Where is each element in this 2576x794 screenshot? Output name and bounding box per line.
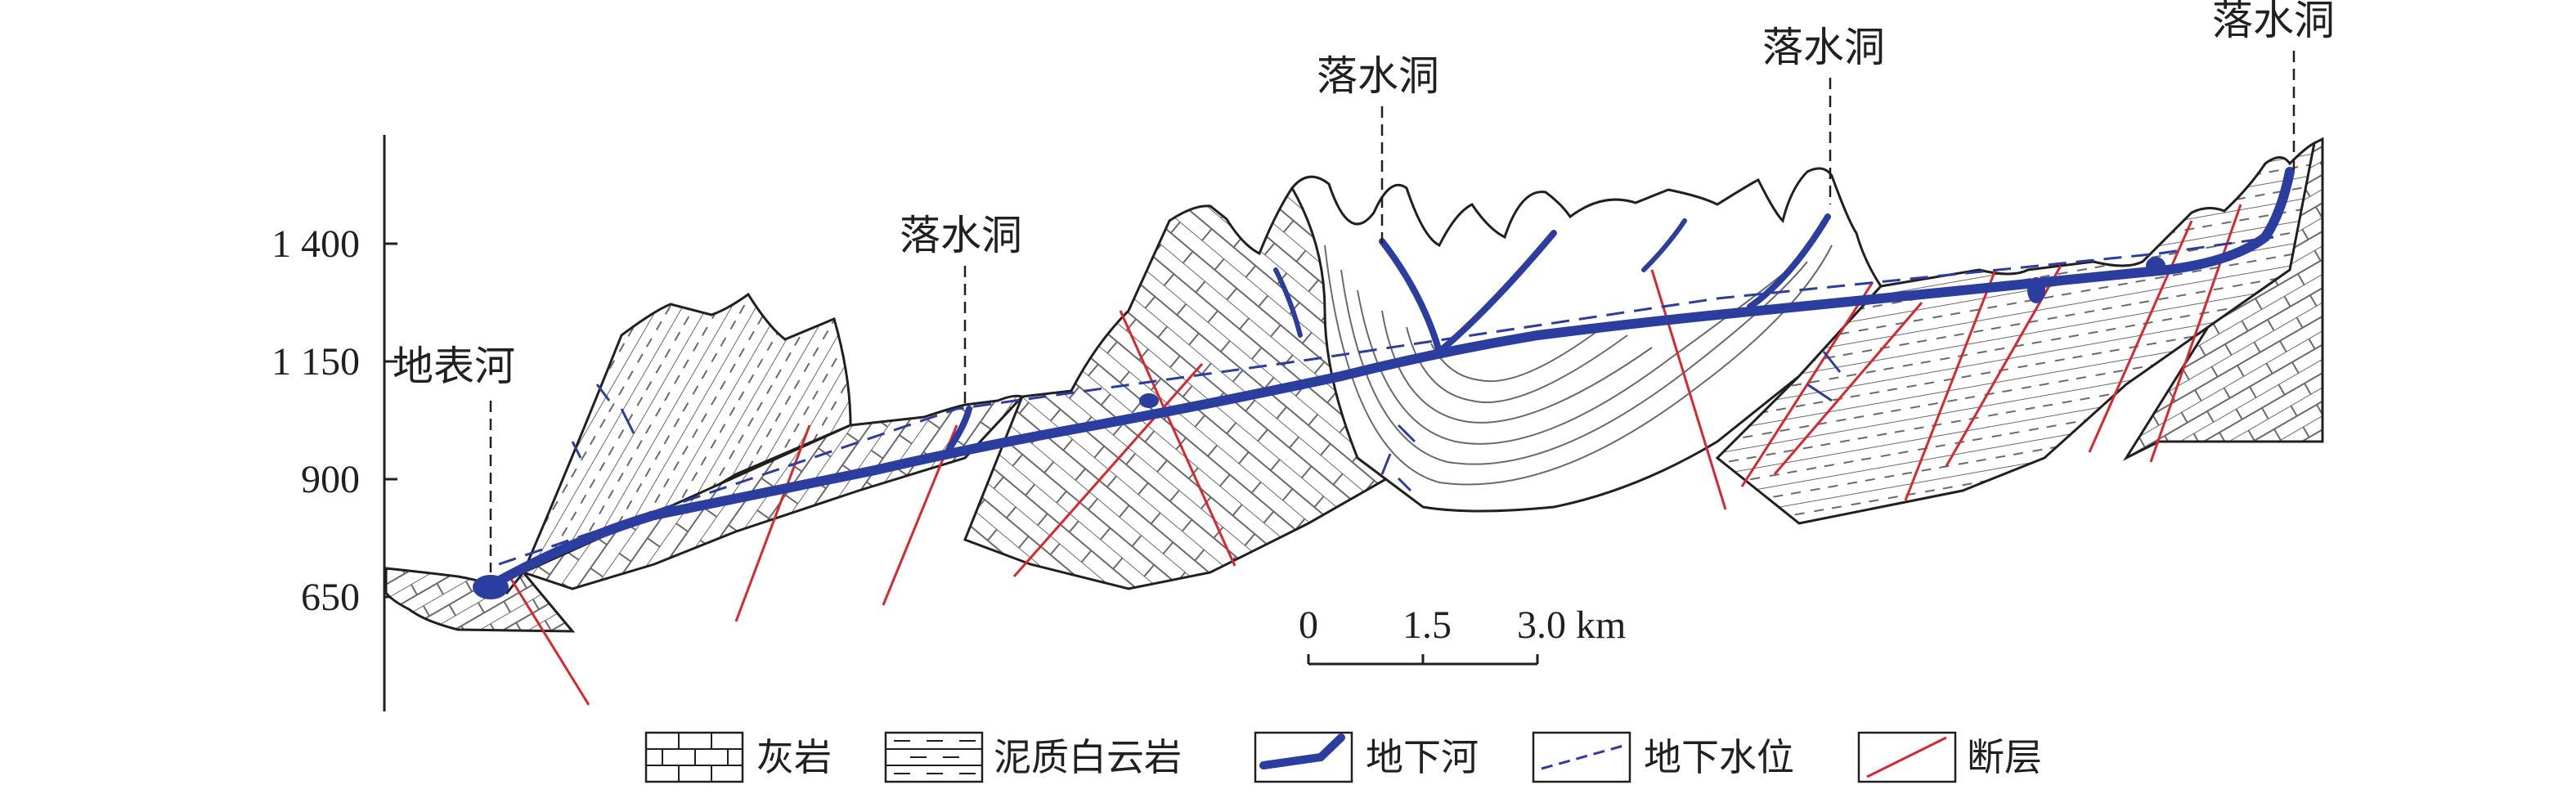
legend-label: 泥质白云岩 — [994, 735, 1182, 779]
river-nodes — [473, 257, 2165, 599]
sinkhole-label-text: 落水洞 — [2212, 0, 2335, 44]
legend-label: 灰岩 — [756, 735, 832, 779]
sinkhole-label-text: 落水洞 — [900, 212, 1022, 259]
legend-item-limestone: 灰岩 — [644, 731, 832, 783]
fault-line — [1650, 269, 1727, 510]
river-node — [2146, 257, 2165, 275]
legend-item-water-table: 地下水位 — [1532, 731, 1794, 783]
fault-line — [1119, 310, 1236, 567]
legend-label: 地下河 — [1366, 735, 1479, 779]
legend-item-fault: 断层 — [1857, 731, 2042, 783]
underground-river-branch — [1641, 218, 1687, 272]
fault-line — [505, 572, 590, 706]
scale-bar: 0 1.5 3.0 km — [1299, 603, 1626, 666]
fault-line — [1904, 269, 1997, 501]
fault-line — [1773, 302, 1923, 475]
surface-river-label: 地表河 — [393, 343, 515, 572]
legend-item-underground-river: 地下河 — [1254, 731, 1479, 783]
axis-tick-label: 650 — [301, 576, 360, 619]
underground-river-branch — [1747, 213, 1831, 310]
sinkhole-label-text: 落水洞 — [1317, 52, 1439, 100]
underground-river-branch — [945, 406, 972, 453]
river-node — [1139, 393, 1159, 408]
underground-river-branch — [1436, 230, 1557, 355]
sinkhole-label: 落水洞 — [2212, 0, 2335, 172]
legend: 灰岩 泥质白云岩 地下河 地下水位 — [644, 731, 2042, 783]
rock-block-far-right — [2122, 137, 2324, 461]
underground-river-branch — [1273, 267, 1303, 338]
axis-tick-label: 900 — [301, 458, 360, 501]
scale-tick-label: 3.0 km — [1517, 603, 1626, 647]
elevation-axis: 1 400 1 150 900 650 — [272, 135, 397, 711]
axis-tick-label: 1 150 — [272, 340, 360, 384]
rock-block-right-dolomite — [1715, 141, 2324, 525]
water-table-line — [498, 236, 2274, 566]
legend-label: 地下水位 — [1644, 735, 1794, 779]
underground-river-main — [486, 167, 2295, 590]
river-node — [2027, 277, 2045, 303]
rock-block-ridge-1 — [521, 292, 852, 574]
fault-line — [1012, 363, 1204, 577]
fault-line — [2149, 204, 2242, 463]
underground-river — [486, 167, 2295, 590]
fault-line — [2088, 220, 2193, 453]
cave-fissures — [571, 351, 1842, 492]
rock-strata — [384, 137, 2324, 633]
sinkhole-label-text: 落水洞 — [1762, 24, 1885, 71]
sinkhole-label: 落水洞 — [900, 212, 1022, 405]
scale-tick-label: 1.5 — [1402, 603, 1452, 647]
sinkhole-label: 落水洞 — [1317, 52, 1439, 245]
axis-tick-label: 1 400 — [272, 222, 360, 266]
fault-line — [734, 424, 811, 622]
surface-river-text: 地表河 — [393, 343, 515, 390]
scale-tick-label: 0 — [1299, 603, 1318, 647]
legend-item-dolomite: 泥质白云岩 — [884, 731, 1182, 783]
river-node — [473, 575, 509, 599]
sinkhole-label: 落水洞 — [1762, 24, 1885, 204]
legend-label: 断层 — [1967, 735, 2042, 779]
underground-river-branch — [1379, 238, 1443, 355]
